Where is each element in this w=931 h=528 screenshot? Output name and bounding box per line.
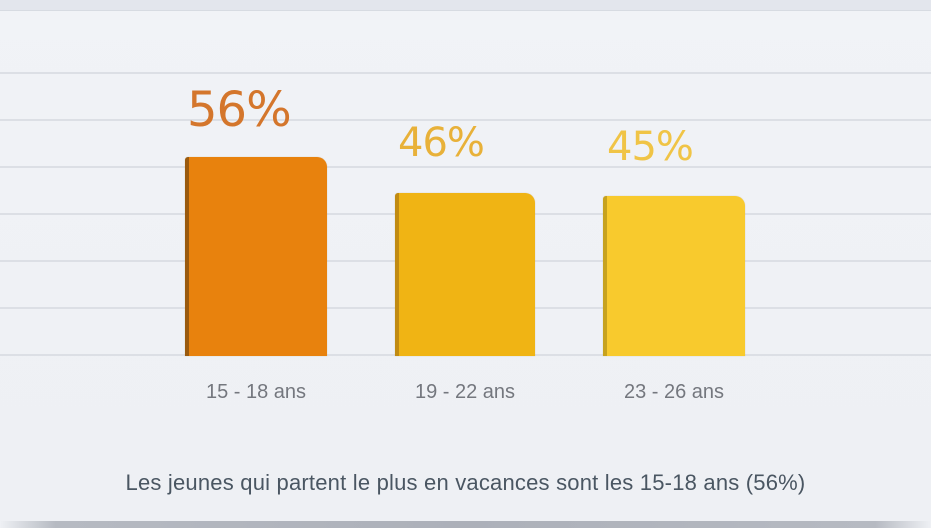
bar-15-18ans (185, 157, 327, 356)
bar-23-26ans (603, 196, 745, 356)
category-label-23-26ans: 23 - 26 ans (623, 381, 725, 403)
bar-19-22ans (395, 193, 535, 356)
value-label-19-22ans: 46% (398, 120, 485, 166)
gridline (0, 166, 931, 168)
chart-caption: Les jeunes qui partent le plus en vacanc… (125, 470, 806, 495)
category-label-15-18ans: 15 - 18 ans (205, 381, 307, 403)
top-edge-strip (0, 0, 931, 11)
value-label-23-26ans: 45% (607, 124, 694, 170)
bottom-edge-strip (0, 521, 931, 528)
gridline (0, 72, 931, 74)
gridline (0, 119, 931, 121)
category-label-19-22ans: 19 - 22 ans (414, 381, 516, 403)
value-label-15-18ans: 56% (187, 82, 292, 138)
